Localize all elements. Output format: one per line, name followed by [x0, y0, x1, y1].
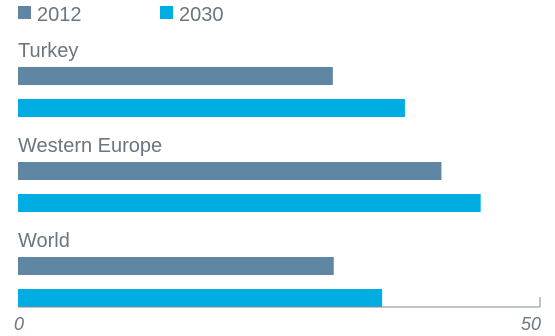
bar-2030 — [18, 289, 383, 307]
x-axis-ticks: 0 50 — [14, 314, 541, 334]
bar-2012 — [18, 257, 334, 275]
category-label: Western Europe — [18, 135, 162, 157]
bar-2030 — [18, 194, 481, 212]
category-labels: Turkey Western Europe World — [18, 40, 162, 252]
legend: 2012 2030 — [18, 4, 224, 26]
category-label: Turkey — [18, 40, 78, 62]
x-tick-label: 50 — [521, 314, 541, 334]
category-label: World — [18, 230, 70, 252]
bar-2030 — [18, 99, 405, 117]
legend-swatch-2030 — [160, 6, 173, 19]
legend-label-2012: 2012 — [37, 4, 82, 26]
bar-2012 — [18, 67, 333, 85]
bar-2012 — [18, 162, 442, 180]
x-tick-label: 0 — [14, 314, 24, 334]
legend-swatch-2012 — [18, 6, 31, 19]
bar-group — [18, 67, 481, 307]
legend-label-2030: 2030 — [179, 4, 224, 26]
